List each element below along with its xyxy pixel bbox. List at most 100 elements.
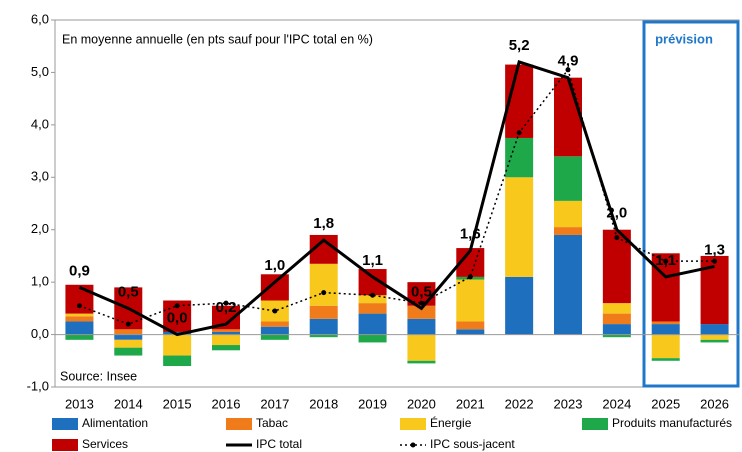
- legend-label: Alimentation: [82, 416, 148, 430]
- legend-label: Services: [82, 437, 128, 451]
- bar-segment: [700, 339, 729, 343]
- bar-segment: [260, 334, 289, 340]
- x-tick-label: 2020: [407, 396, 436, 411]
- forecast-box: [642, 20, 740, 388]
- bar-segment: [114, 329, 143, 335]
- bar-segment: [65, 316, 94, 322]
- bar-segment: [505, 137, 534, 178]
- legend-swatch: [52, 439, 78, 451]
- x-tick-label: 2025: [651, 396, 680, 411]
- x-tick-label: 2026: [700, 396, 729, 411]
- bar-segment: [358, 313, 387, 335]
- legend-label: Énergie: [430, 415, 472, 430]
- bar-segment: [358, 295, 387, 304]
- y-tick-label: 4,0: [31, 116, 49, 131]
- bar-segment: [651, 321, 680, 325]
- bar-segment: [260, 321, 289, 327]
- legend-swatch: [400, 418, 426, 430]
- y-tick-label: 2,0: [31, 221, 49, 236]
- bar-segment: [163, 355, 192, 367]
- bar-segment: [651, 324, 680, 335]
- bar-segment: [309, 334, 338, 338]
- marker: [223, 300, 229, 306]
- y-tick-label: 1,0: [31, 274, 49, 289]
- bar-segment: [114, 334, 143, 340]
- value-label: 0,9: [69, 262, 90, 279]
- value-label: 0,5: [411, 283, 432, 300]
- bar-segment: [163, 334, 192, 356]
- bar-segment: [407, 305, 436, 319]
- bar-segment: [309, 318, 338, 335]
- line: [79, 68, 715, 325]
- subtitle: En moyenne annuelle (en pts sauf pour l'…: [62, 32, 373, 46]
- x-tick-label: 2022: [505, 396, 534, 411]
- marker: [663, 258, 669, 264]
- bar-segment: [260, 274, 289, 301]
- value-label: 1,6: [460, 226, 481, 243]
- legend-swatch: [582, 418, 608, 430]
- legend-label: Tabac: [256, 416, 288, 430]
- value-label: 0,0: [167, 310, 188, 327]
- bar-segment: [505, 276, 534, 335]
- x-tick-label: 2017: [260, 396, 289, 411]
- bar-segment: [554, 200, 582, 228]
- value-label: 2,0: [606, 205, 627, 222]
- bar-segment: [456, 321, 485, 330]
- x-tick-label: 2018: [309, 396, 338, 411]
- bar-segment: [651, 358, 680, 361]
- bar-segment: [309, 263, 338, 306]
- value-label: 1,3: [704, 241, 725, 258]
- value-label: 0,2: [216, 299, 237, 316]
- bar-segment: [602, 324, 631, 335]
- bar-segment: [212, 305, 240, 330]
- x-tick-label: 2023: [554, 396, 583, 411]
- y-tick-label: 0,0: [31, 326, 49, 341]
- bar-segment: [651, 253, 680, 322]
- x-tick-label: 2016: [212, 396, 241, 411]
- bar-segment: [65, 334, 94, 340]
- legend-label: IPC total: [256, 437, 302, 451]
- legend-label: Produits manufacturés: [612, 416, 732, 430]
- bar-segment: [212, 329, 240, 332]
- value-label: 1,1: [362, 252, 383, 269]
- x-tick-label: 2014: [114, 396, 143, 411]
- bar-segment: [65, 321, 94, 335]
- marker: [516, 130, 522, 136]
- x-tick-label: 2015: [163, 396, 192, 411]
- value-label: 1,0: [264, 257, 285, 274]
- marker: [565, 67, 571, 73]
- y-tick-label: -1,0: [27, 378, 49, 393]
- x-tick-label: 2024: [602, 396, 631, 411]
- legend-swatch: [226, 418, 252, 430]
- bar-segment: [602, 303, 631, 314]
- bar-segment: [554, 227, 582, 235]
- value-label: 4,9: [558, 53, 579, 70]
- bar-segment: [212, 331, 240, 335]
- bar-segment: [651, 334, 680, 359]
- bar-segment: [700, 324, 729, 335]
- bar-segment: [212, 334, 240, 346]
- bar-segment: [456, 329, 485, 335]
- bar-segment: [554, 156, 582, 201]
- x-tick-label: 2013: [65, 396, 94, 411]
- bar-segment: [407, 334, 436, 361]
- bar-segment: [358, 303, 387, 314]
- bar-segment: [407, 318, 436, 335]
- bar-segment: [554, 77, 582, 157]
- y-tick-label: 3,0: [31, 169, 49, 184]
- bar-segment: [700, 334, 729, 340]
- marker: [272, 308, 278, 314]
- marker: [321, 290, 327, 296]
- marker: [418, 300, 424, 306]
- bar-segment: [554, 234, 582, 335]
- marker: [174, 303, 180, 309]
- bar-segment: [65, 284, 94, 314]
- value-label: 5,2: [509, 37, 530, 54]
- marker: [712, 258, 718, 264]
- bar-segment: [212, 345, 240, 351]
- bar-segment: [505, 177, 534, 277]
- bar-segment: [309, 305, 338, 319]
- x-tick-label: 2019: [358, 396, 387, 411]
- value-label: 0,5: [118, 283, 139, 300]
- plot-frame: [54, 19, 740, 388]
